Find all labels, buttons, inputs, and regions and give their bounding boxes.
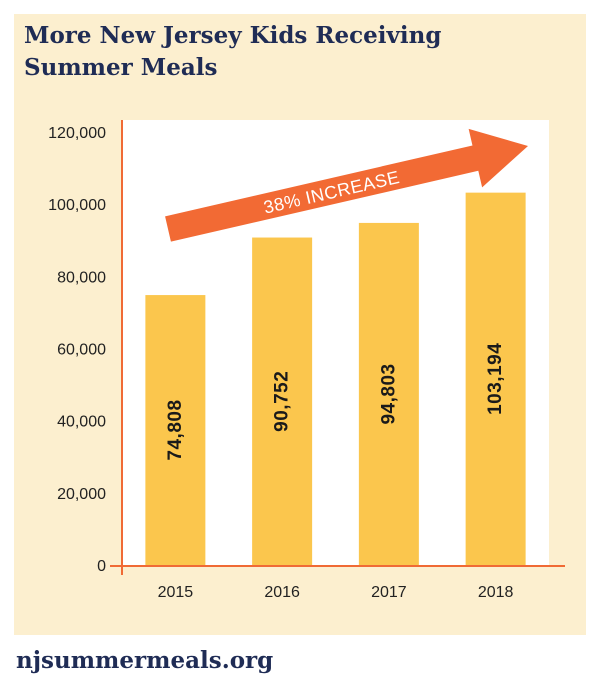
y-tick-label: 40,000 bbox=[57, 414, 106, 431]
y-tick-label: 20,000 bbox=[57, 486, 106, 503]
title-line-1: More New Jersey Kids Receiving bbox=[24, 22, 442, 49]
x-tick-label: 2015 bbox=[158, 584, 194, 601]
x-tick-label: 2016 bbox=[264, 584, 300, 601]
axes-layer: 0 20,000 40,000 60,000 80,000 100,000 120,000 bbox=[48, 120, 565, 575]
bar-2016 bbox=[252, 237, 313, 565]
bar-2017 bbox=[358, 222, 419, 565]
bar-value-label: 94,803 bbox=[378, 363, 399, 424]
title-line-2: Summer Meals bbox=[24, 54, 218, 81]
x-tick-label: 2018 bbox=[478, 584, 514, 601]
y-tick-label: 80,000 bbox=[57, 269, 106, 286]
y-tick-label: 0 bbox=[97, 558, 106, 575]
bar-value-label: 90,752 bbox=[272, 371, 293, 432]
chart-title: More New Jersey Kids Receiving Summer Me… bbox=[24, 20, 544, 84]
bar-2018 bbox=[465, 192, 526, 565]
footer-url: njsummermeals.org bbox=[16, 647, 274, 674]
arrow-shape bbox=[165, 128, 529, 242]
y-tick-label: 60,000 bbox=[57, 342, 106, 359]
bar-value-label: 103,194 bbox=[485, 343, 506, 415]
y-tick-label: 120,000 bbox=[48, 125, 106, 142]
x-tick-label: 2017 bbox=[371, 584, 407, 601]
y-tick-label: 100,000 bbox=[48, 197, 106, 214]
bar-2015 bbox=[145, 295, 206, 565]
bars-layer: 74,808 2015 90,752 2016 94,803 2017 103,194 201… bbox=[145, 192, 526, 601]
bar-value-label: 74,808 bbox=[165, 399, 186, 460]
